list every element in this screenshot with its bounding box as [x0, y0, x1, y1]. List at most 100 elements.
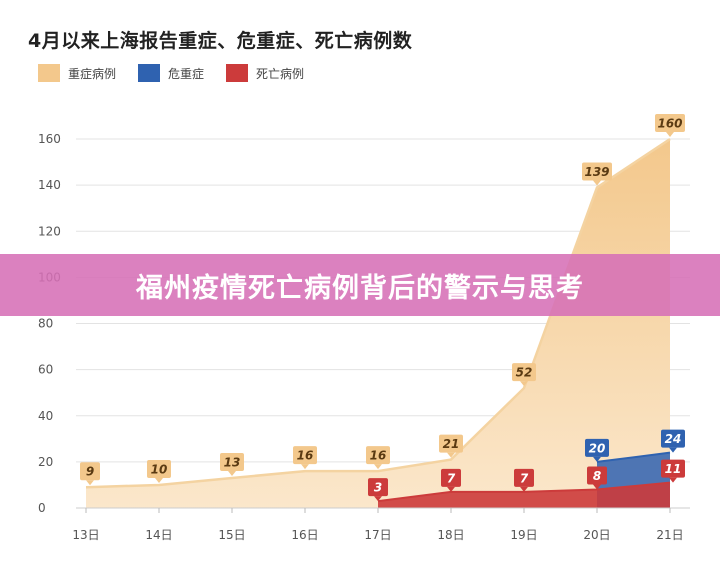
legend-label-severe: 重症病例: [68, 66, 117, 81]
data-label-severe-0-bg: [80, 462, 100, 481]
data-label-severe-4-text: 16: [370, 449, 387, 463]
y-tick-label-160: 160: [38, 132, 61, 146]
data-label-severe-2: 13: [220, 453, 244, 477]
legend-label-critical: 危重症: [168, 66, 205, 81]
data-label-death-8-text: 11: [665, 462, 682, 476]
data-label-severe-7: 139: [582, 162, 612, 186]
data-label-death-5-pointer: [447, 486, 455, 492]
data-label-death-6: 7: [514, 468, 534, 492]
y-tick-label-20: 20: [38, 455, 53, 469]
data-label-critical-8-pointer: [669, 447, 677, 453]
data-label-severe-4-bg: [366, 446, 390, 465]
x-tick-label-7: 20日: [583, 528, 610, 542]
data-label-critical-7-pointer: [593, 456, 601, 462]
data-label-severe-0-text: 9: [86, 465, 94, 479]
y-tick-label-60: 60: [38, 363, 53, 377]
data-label-severe-1-bg: [147, 459, 171, 478]
data-label-death-7-pointer: [593, 484, 601, 490]
data-label-severe-2-bg: [220, 453, 244, 472]
data-label-death-6-bg: [514, 468, 534, 487]
data-label-severe-7-bg: [582, 162, 612, 181]
data-label-death-4: 3: [368, 478, 388, 502]
chart-title: 4月以来上海报告重症、危重症、死亡病例数: [28, 30, 413, 52]
data-label-death-4-bg: [368, 478, 388, 497]
banner-title: 福州疫情死亡病例背后的警示与思考: [136, 272, 584, 304]
legend-swatch-death: [226, 64, 249, 82]
data-label-death-6-text: 7: [520, 471, 529, 485]
data-label-severe-6-pointer: [520, 381, 528, 387]
data-label-severe-8-bg: [655, 114, 685, 133]
y-tick-label-140: 140: [38, 178, 61, 192]
data-label-critical-7: 20: [585, 438, 609, 462]
data-label-severe-8-text: 160: [657, 117, 682, 131]
data-label-severe-3-bg: [293, 446, 317, 465]
data-label-severe-6-text: 52: [516, 366, 533, 380]
legend-item-death: 死亡病例: [226, 64, 304, 82]
data-label-severe-2-pointer: [228, 471, 236, 477]
data-label-death-5-bg: [441, 468, 461, 487]
data-label-critical-8: 24: [661, 429, 685, 453]
data-label-severe-4: 16: [366, 446, 390, 470]
data-label-severe-5-pointer: [447, 452, 455, 458]
legend-swatch-severe: [38, 64, 60, 82]
legend-swatch-critical: [138, 64, 161, 82]
x-tick-label-1: 14日: [145, 528, 172, 542]
data-label-severe-1: 10: [147, 459, 171, 483]
data-label-death-8-bg: [661, 459, 685, 478]
data-label-severe-5-text: 21: [443, 437, 460, 451]
legend-item-severe: 重症病例: [38, 64, 116, 82]
series-severe-area: [86, 139, 670, 508]
data-label-death-5-text: 7: [447, 471, 456, 485]
data-label-death-6-pointer: [520, 486, 528, 492]
data-label-severe-0: 9: [80, 462, 100, 486]
data-label-death-7: 8: [587, 466, 607, 490]
data-label-severe-4-pointer: [374, 464, 382, 470]
x-tick-label-4: 17日: [364, 528, 391, 542]
data-label-critical-7-bg: [585, 438, 609, 457]
data-label-death-8-pointer: [669, 477, 677, 483]
data-label-death-4-text: 3: [374, 481, 382, 495]
data-label-death-7-text: 8: [593, 469, 601, 483]
data-label-severe-1-text: 10: [151, 462, 168, 476]
data-label-severe-3: 16: [293, 446, 317, 470]
data-label-severe-8-pointer: [666, 132, 674, 138]
data-label-severe-5-bg: [439, 434, 463, 453]
data-label-severe-3-pointer: [301, 464, 309, 470]
y-tick-label-40: 40: [38, 409, 53, 423]
legend-item-critical: 危重症: [138, 64, 204, 82]
data-label-death-8: 11: [661, 459, 685, 483]
data-label-critical-8-bg: [661, 429, 685, 448]
y-tick-label-80: 80: [38, 317, 53, 331]
chart-legend: 重症病例 危重症 死亡病例: [38, 64, 304, 82]
legend-label-death: 死亡病例: [256, 66, 305, 81]
x-tick-label-6: 19日: [510, 528, 537, 542]
data-label-severe-2-text: 13: [224, 456, 241, 470]
data-label-severe-6-bg: [512, 363, 536, 382]
x-tick-label-5: 18日: [437, 528, 464, 542]
title-banner: 福州疫情死亡病例背后的警示与思考: [0, 254, 720, 316]
x-tick-label-8: 21日: [656, 528, 683, 542]
data-label-severe-5: 21: [439, 434, 463, 458]
x-tick-label-3: 16日: [291, 528, 318, 542]
series-death-line: [377, 481, 671, 503]
data-label-severe-7-pointer: [593, 180, 601, 186]
data-label-critical-8-text: 24: [665, 432, 682, 446]
data-label-death-7-bg: [587, 466, 607, 485]
axis-layer: 02040608010012014016013日14日15日16日17日18日1…: [38, 132, 690, 542]
data-label-severe-0-pointer: [86, 480, 94, 486]
data-label-severe-3-text: 16: [297, 449, 314, 463]
series-critical-line: [596, 451, 671, 463]
data-label-severe-7-text: 139: [584, 165, 609, 179]
y-tick-label-0: 0: [38, 501, 46, 515]
label-layer: 9 10 13 16 16 21 52 139 160 20 24 3 7 7 8 11: [80, 114, 685, 502]
series-death-area: [378, 482, 670, 508]
data-label-severe-8: 160: [655, 114, 685, 138]
data-label-severe-1-pointer: [155, 477, 163, 483]
data-label-death-4-pointer: [374, 496, 382, 502]
y-tick-label-120: 120: [38, 224, 61, 238]
x-tick-label-2: 15日: [218, 528, 245, 542]
data-label-critical-7-text: 20: [589, 441, 606, 455]
x-tick-label-0: 13日: [72, 528, 99, 542]
data-label-death-5: 7: [441, 468, 461, 492]
data-label-severe-6: 52: [512, 363, 536, 387]
